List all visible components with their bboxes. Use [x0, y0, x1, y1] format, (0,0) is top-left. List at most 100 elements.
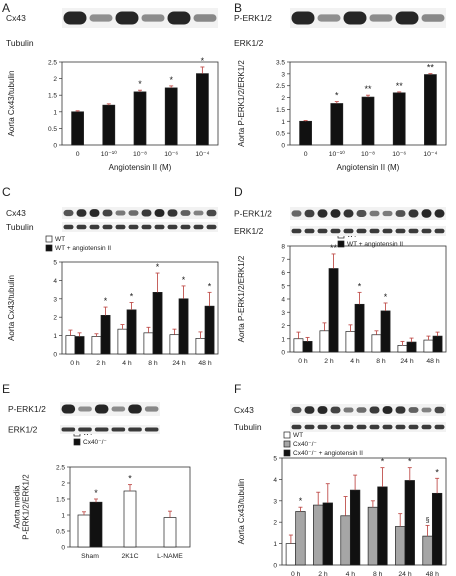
blot-band	[421, 228, 432, 234]
bar	[293, 338, 304, 353]
blot-band	[115, 210, 126, 216]
bar	[371, 334, 382, 353]
blot-band	[317, 14, 341, 22]
blot-band	[382, 424, 393, 430]
blot-background	[290, 226, 446, 236]
bar	[89, 501, 103, 548]
blot-strip-e-2	[60, 425, 160, 434]
blot-band	[304, 424, 315, 430]
blot-strip-c-2	[62, 222, 218, 232]
blot-background	[62, 222, 218, 232]
legend-swatch	[45, 244, 53, 252]
blot-background	[60, 425, 160, 434]
blot-band	[94, 404, 109, 414]
bar	[163, 517, 177, 548]
x-tick-label: 48 h	[426, 571, 439, 576]
y-axis-label: Aorta Cx43/tubulin	[7, 71, 16, 137]
bar	[295, 511, 306, 566]
y-tick-label: 1.5	[56, 497, 65, 504]
bar	[169, 334, 180, 355]
blot-band	[421, 209, 432, 218]
significance-mark: **	[427, 63, 435, 73]
blot-band	[330, 209, 341, 218]
blot-band	[317, 424, 328, 430]
x-tick-label: 24 h	[398, 571, 411, 576]
y-tick-label: 2	[53, 315, 57, 322]
blot-band	[343, 424, 354, 430]
blot-band	[304, 209, 315, 218]
legend-swatch	[45, 235, 53, 243]
blot-band	[395, 210, 406, 217]
blot-label-d-1: P-ERK1/2	[234, 209, 272, 219]
significance-mark: *	[94, 488, 98, 498]
y-tick-label: 1	[53, 109, 57, 116]
y-tick-label: 2.5	[56, 465, 65, 472]
blot-band	[193, 224, 204, 230]
y-tick-label: 0.5	[48, 126, 57, 133]
blot-band	[291, 11, 315, 25]
blot-band	[434, 209, 445, 218]
blot-band	[408, 407, 419, 413]
blot-background	[290, 207, 446, 220]
x-tick-label: L-NAME	[157, 553, 183, 560]
x-tick-label: 10⁻⁴	[195, 151, 209, 158]
blot-band	[382, 228, 393, 234]
blot-band	[421, 14, 445, 22]
x-tick-label: 8 h	[148, 360, 158, 367]
bar	[204, 305, 215, 355]
blot-band	[421, 424, 432, 430]
y-tick-label: 0.5	[276, 131, 285, 138]
blot-band	[343, 209, 354, 218]
bar	[126, 309, 137, 355]
panel-a: A 0 0.5 1 1.5 2 2.5 Aorta Cx43/tubulin 0 10⁻¹⁰ * 10…	[2, 1, 219, 172]
bar	[349, 489, 361, 566]
bar	[406, 341, 417, 353]
bar	[178, 298, 189, 355]
significance-mark: *	[335, 91, 339, 101]
x-tick-label: 10⁻¹⁰	[101, 150, 117, 158]
blot-band	[343, 407, 354, 413]
y-tick-label: 3.5	[276, 60, 285, 67]
blot-label-e-1: P-ERK1/2	[8, 404, 46, 414]
blot-band	[63, 11, 87, 25]
significance-mark: *	[138, 79, 142, 89]
blot-label-e-2: ERK1/2	[8, 425, 38, 435]
bar	[395, 526, 406, 566]
blot-label-a-1: Cx43	[6, 13, 26, 23]
blot-band	[317, 406, 328, 414]
blot-strip-f-1	[290, 404, 446, 416]
x-tick-label: 4 h	[350, 358, 360, 365]
bar	[285, 543, 297, 566]
bar	[354, 303, 365, 353]
legend-swatch	[283, 440, 291, 448]
bar	[319, 330, 330, 353]
bar	[404, 480, 415, 566]
blot-band	[102, 224, 113, 230]
blot-band	[206, 209, 217, 217]
significance-mark: *	[169, 75, 173, 85]
blot-band	[167, 224, 178, 230]
legend-swatch	[283, 431, 291, 439]
blot-band	[330, 424, 341, 430]
bar	[77, 514, 91, 548]
legend-swatch	[337, 240, 345, 248]
blot-label-f-2: Tubulin	[234, 422, 262, 432]
y-tick-label: 4	[281, 297, 285, 304]
blot-band	[369, 424, 380, 430]
blot-label-c-1: Cx43	[6, 208, 26, 218]
significance-mark: *	[299, 496, 303, 506]
blot-band	[144, 427, 159, 432]
legend-label: WT	[293, 432, 303, 439]
blot-band	[111, 427, 126, 432]
y-axis-label: Aorta P-ERK1/2/ERK1/2	[237, 255, 246, 342]
y-tick-label: 6	[281, 270, 285, 277]
x-tick-label: 10⁻¹⁰	[329, 150, 345, 158]
y-tick-label: 4	[53, 278, 57, 285]
legend-label: Cx40⁻/⁻ + angiotensin II	[293, 450, 363, 457]
panel-letter-b: B	[234, 1, 242, 15]
y-tick-label: 3	[281, 71, 285, 78]
blot-band	[330, 406, 341, 414]
y-axis-label: Aorta P-ERK1/2/ERK1/2	[237, 60, 246, 147]
y-axis-label: Aorta mediaP-ERK1/2/ERK1/2	[13, 474, 31, 540]
